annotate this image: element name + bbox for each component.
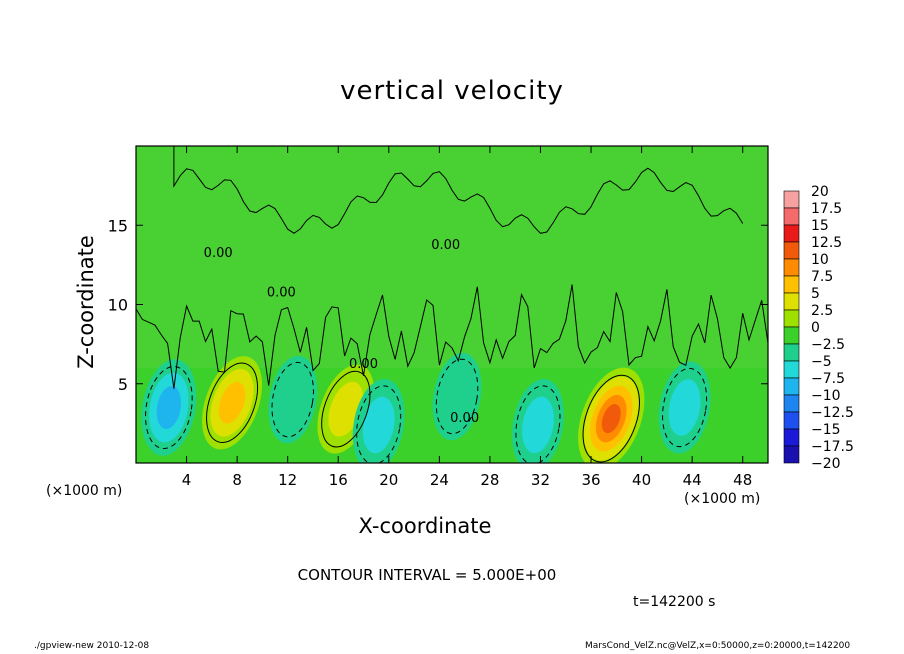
colorbar-segment	[783, 190, 800, 209]
colorbar-label: −10	[811, 388, 841, 404]
footer-data-source: MarsCond_VelZ.nc@VelZ,x=0:50000,z=0:2000…	[585, 641, 851, 651]
x-tick-label: 28	[480, 471, 499, 489]
contour-label: 0.00	[431, 238, 460, 253]
colorbar-label: −2.5	[811, 337, 845, 353]
x-tick-label: 4	[182, 471, 192, 489]
field-cell-1-level-2	[218, 382, 246, 424]
colorbar-segment	[783, 428, 800, 447]
x-tick-label: 36	[581, 471, 600, 489]
field-cell-7-level-4	[601, 404, 621, 434]
time-stamp: t=142200 s	[633, 594, 716, 610]
colorbar: 2017.51512.5107.552.50−2.5−5−7.5−10−12.5…	[783, 184, 854, 472]
colorbar-segment	[783, 224, 800, 243]
x-tick-label: 32	[531, 471, 550, 489]
contour-cell-4	[356, 385, 402, 463]
colorbar-label: −15	[811, 422, 841, 438]
x-tick-label: 40	[632, 471, 651, 489]
x-unit-label-left: (×1000 m)	[46, 483, 123, 499]
x-axis-label: X-coordinate	[358, 514, 492, 538]
footer-program-date: ./gpview-new 2010-12-08	[34, 641, 150, 651]
x-tick-label: 20	[379, 471, 398, 489]
field-cell-6-level-1	[522, 396, 554, 454]
contour-upper	[173, 146, 744, 234]
colorbar-segment	[783, 207, 800, 226]
contour-label: 0.00	[450, 411, 479, 426]
contour-cell-6	[515, 385, 561, 463]
y-tick-label: 5	[118, 375, 128, 394]
colorbar-label: −20	[811, 456, 841, 472]
contour-interval-text: CONTOUR INTERVAL = 5.000E+00	[297, 566, 557, 584]
x-tick-label: 8	[232, 471, 242, 489]
contour-zero-boundary	[136, 284, 768, 389]
field-upper-layer	[136, 146, 768, 368]
colorbar-segment	[783, 258, 800, 277]
x-tick-label: 48	[733, 471, 752, 489]
colorbar-label: −12.5	[811, 405, 854, 421]
contour-cell-3	[321, 370, 371, 448]
contour-cell-5	[435, 358, 479, 435]
colorbar-label: 17.5	[811, 201, 842, 217]
colorbar-segment	[783, 292, 800, 311]
colorbar-segment	[783, 275, 800, 294]
colorbar-label: 7.5	[811, 269, 833, 285]
y-tick-label: 15	[108, 216, 128, 235]
field-cell-5-level-0	[432, 352, 482, 441]
field-cell-0-level-2	[156, 386, 182, 429]
colorbar-segment	[783, 394, 800, 413]
x-axis: 4 8 12 16 20 24 28 32 36 40 44 48	[182, 146, 752, 489]
colorbar-segment	[783, 445, 800, 464]
x-unit-label-right: (×1000 m)	[684, 491, 761, 507]
field-cell-2-level-0	[268, 355, 318, 444]
chart-title: vertical velocity	[340, 76, 564, 106]
colorbar-label: 15	[811, 218, 829, 234]
colorbar-segment	[783, 326, 800, 345]
y-axis-label: Z-coordinate	[74, 235, 98, 369]
contour-label: 0.00	[267, 286, 296, 301]
contour-cell-1	[206, 362, 259, 443]
field-cell-4-level-1	[362, 396, 395, 454]
contour-label: 0.00	[349, 357, 378, 372]
contour-cell-7	[582, 374, 640, 463]
colorbar-label: 0	[811, 320, 820, 336]
colorbar-segment	[783, 309, 800, 328]
colorbar-label: 5	[811, 286, 820, 302]
contour-cell-8	[662, 367, 708, 448]
colorbar-segment	[783, 411, 800, 430]
colorbar-segment	[783, 343, 800, 362]
colorbar-segment	[783, 360, 800, 379]
colorbar-label: −5	[811, 354, 832, 370]
y-tick-label: 10	[108, 296, 128, 315]
contour-cell-0	[145, 366, 193, 450]
field-cell-8-level-1	[668, 379, 701, 436]
x-tick-label: 16	[329, 471, 348, 489]
colorbar-label: 12.5	[811, 235, 842, 251]
colorbar-segment	[783, 377, 800, 396]
colorbar-label: −17.5	[811, 439, 854, 455]
colorbar-label: −7.5	[811, 371, 845, 387]
colorbar-segment	[783, 241, 800, 260]
velocity-field	[136, 146, 768, 463]
colorbar-label: 2.5	[811, 303, 833, 319]
colorbar-label: 10	[811, 252, 829, 268]
contour-label: 0.00	[204, 246, 233, 261]
x-tick-label: 12	[278, 471, 297, 489]
y-axis: 5 10 15	[108, 216, 768, 394]
colorbar-label: 20	[811, 184, 829, 200]
x-tick-label: 24	[430, 471, 449, 489]
contour-cell-2	[271, 361, 314, 438]
contour-lines: 0.00 0.00 0.00 0.00 0.00	[136, 146, 768, 463]
x-tick-label: 44	[683, 471, 702, 489]
